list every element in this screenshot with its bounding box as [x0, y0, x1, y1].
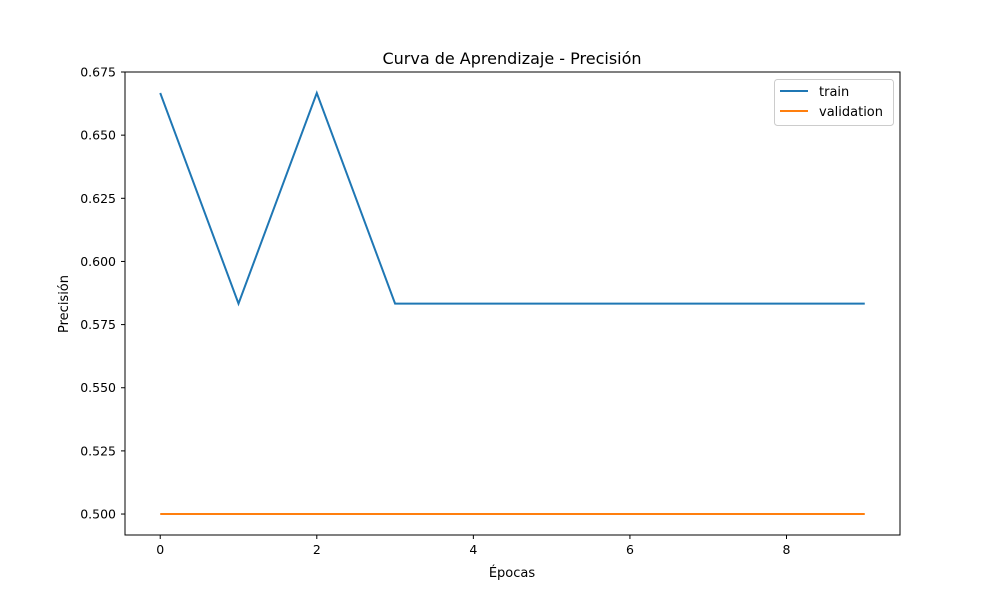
legend-label-train: train: [819, 85, 849, 100]
legend-label-validation: validation: [819, 105, 883, 120]
y-tick-label: 0.675: [80, 65, 116, 80]
y-tick-label: 0.600: [80, 254, 116, 269]
y-axis-ticks: 0.500 0.525 0.550 0.575 0.600 0.625 0.650 0.675: [80, 65, 125, 522]
chart-title: Curva de Aprendizaje - Precisión: [382, 49, 641, 68]
x-tick-label: 2: [313, 542, 321, 557]
x-tick-label: 4: [469, 542, 477, 557]
x-axis-label: Épocas: [489, 565, 536, 581]
x-axis-ticks: 0 2 4 6 8: [156, 535, 791, 557]
y-tick-label: 0.525: [80, 443, 116, 458]
x-tick-label: 8: [783, 542, 791, 557]
series-line-train: [159, 90, 865, 307]
legend: train validation: [774, 79, 894, 126]
plot-area-frame: [124, 71, 901, 536]
y-tick-label: 0.625: [80, 191, 116, 206]
y-tick-label: 0.650: [80, 128, 116, 143]
x-tick-label: 0: [156, 542, 164, 557]
series-layer: [159, 90, 865, 516]
y-tick-label: 0.500: [80, 507, 116, 522]
y-axis-label: Precisión: [57, 275, 72, 333]
y-tick-label: 0.575: [80, 317, 116, 332]
x-tick-label: 6: [626, 542, 634, 557]
y-tick-label: 0.550: [80, 380, 116, 395]
